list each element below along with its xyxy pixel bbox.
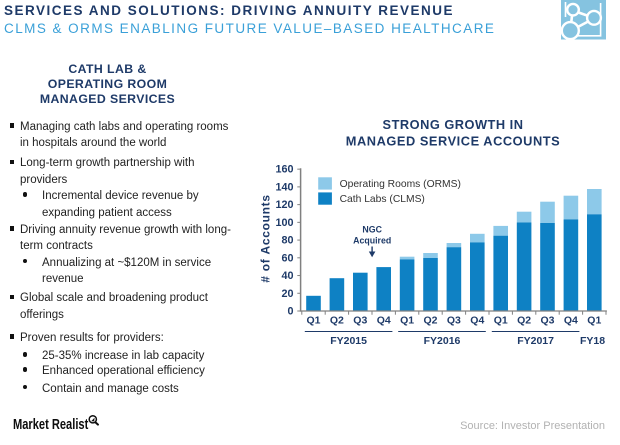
svg-text:Q2: Q2 — [330, 314, 344, 326]
svg-text:# of Accounts: # of Accounts — [259, 194, 273, 282]
svg-text:Q4: Q4 — [564, 314, 578, 326]
svg-text:FY2016: FY2016 — [424, 335, 461, 347]
svg-text:STRONG GROWTH IN: STRONG GROWTH IN — [383, 117, 524, 132]
svg-text:Q2: Q2 — [517, 314, 531, 326]
svg-text:Q1: Q1 — [587, 314, 601, 326]
svg-text:Operating Rooms (ORMS): Operating Rooms (ORMS) — [340, 179, 461, 190]
svg-text:Q4: Q4 — [377, 314, 391, 326]
svg-text:FY2015: FY2015 — [330, 335, 367, 347]
svg-text:Q3: Q3 — [540, 314, 554, 326]
svg-text:0: 0 — [287, 306, 293, 318]
svg-text:20: 20 — [281, 288, 293, 300]
svg-text:Q1: Q1 — [400, 314, 414, 326]
svg-text:Acquired: Acquired — [353, 236, 391, 246]
svg-text:160: 160 — [275, 164, 293, 176]
svg-text:MANAGED SERVICE ACCOUNTS: MANAGED SERVICE ACCOUNTS — [346, 134, 560, 149]
svg-text:40: 40 — [281, 270, 293, 282]
svg-text:80: 80 — [281, 235, 293, 247]
svg-text:FY2017: FY2017 — [517, 335, 554, 347]
svg-text:60: 60 — [281, 252, 293, 264]
svg-text:100: 100 — [275, 217, 293, 229]
svg-text:Q3: Q3 — [353, 314, 367, 326]
svg-text:Q4: Q4 — [470, 314, 484, 326]
svg-text:Cath Labs (CLMS): Cath Labs (CLMS) — [340, 194, 425, 205]
svg-text:FY18: FY18 — [580, 335, 605, 347]
svg-text:NGC: NGC — [362, 225, 382, 235]
svg-text:Q1: Q1 — [494, 314, 508, 326]
svg-text:120: 120 — [275, 199, 293, 211]
svg-text:Q1: Q1 — [306, 314, 320, 326]
svg-text:Q3: Q3 — [447, 314, 461, 326]
svg-text:Q2: Q2 — [423, 314, 437, 326]
svg-text:140: 140 — [275, 181, 293, 193]
